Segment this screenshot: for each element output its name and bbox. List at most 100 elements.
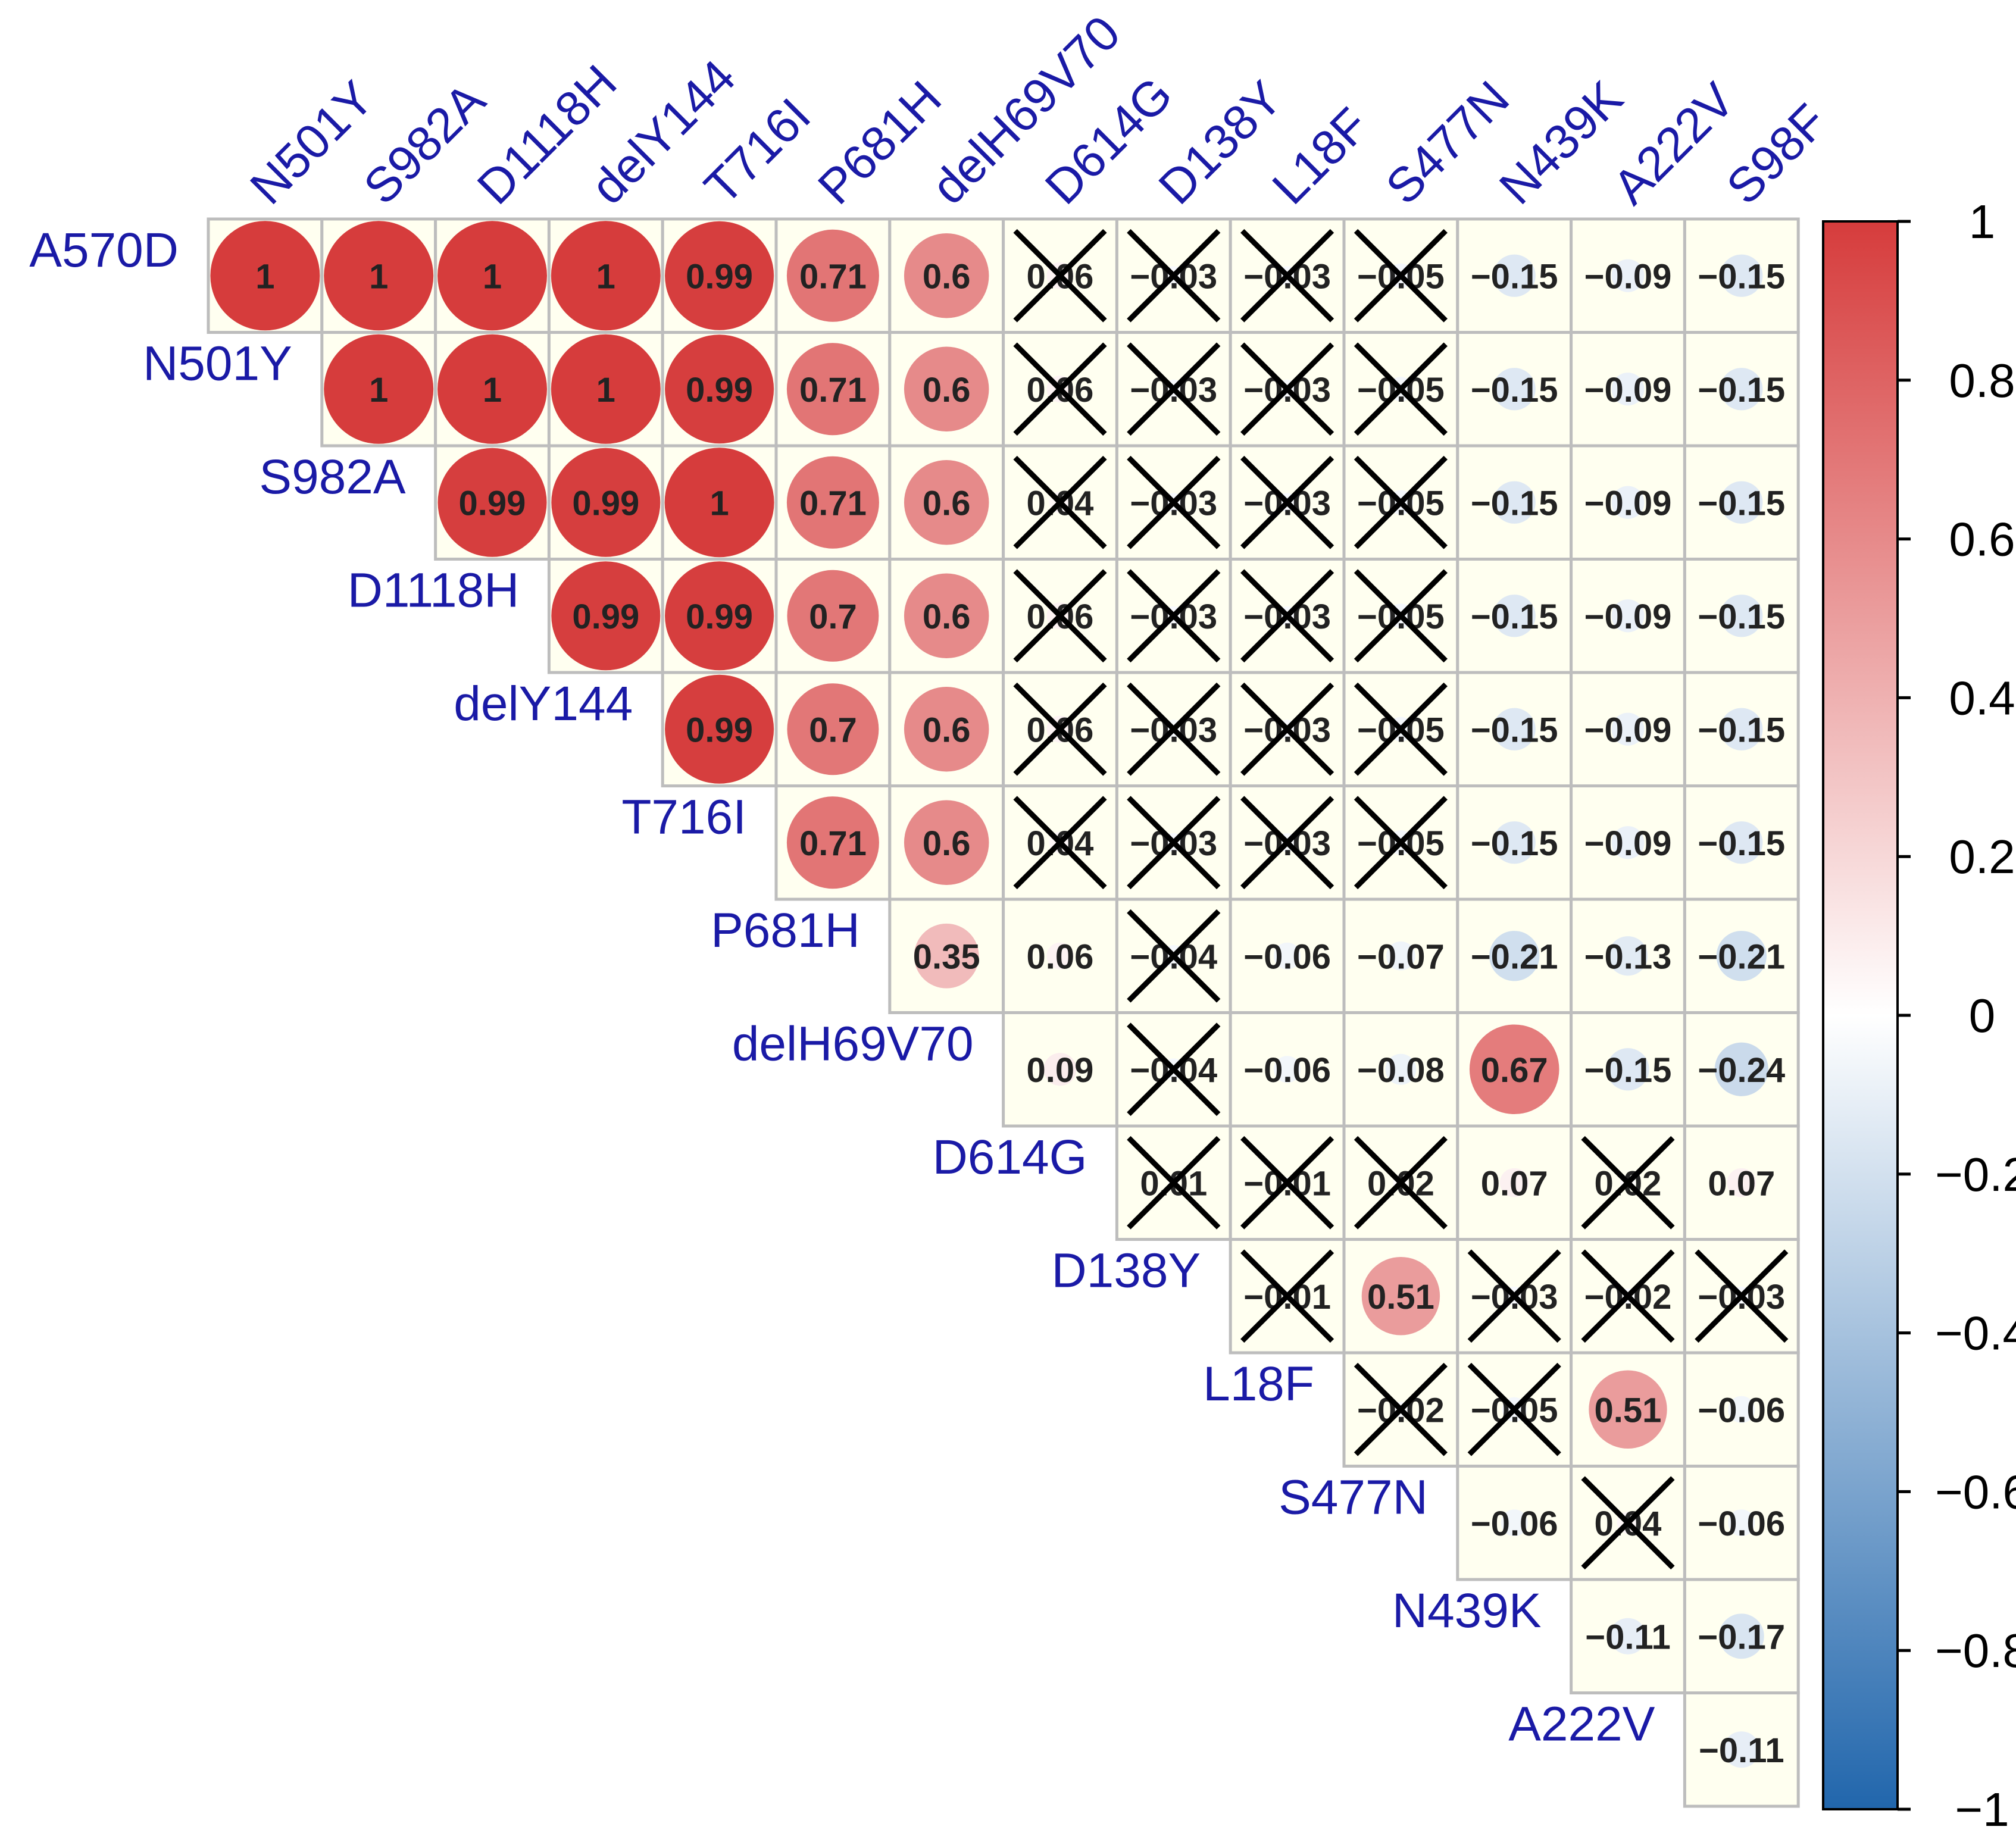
cell-value-label: −0.15 <box>1698 824 1785 863</box>
cell-delh69v70-n439k: 0.67 <box>1456 1011 1573 1128</box>
cell-s982a-s98f: −0.15 <box>1683 444 1800 561</box>
correlation-circle <box>1609 1618 1646 1655</box>
cell-delh69v70-s477n: −0.08 <box>1342 1011 1459 1128</box>
cell-delh69v70-s98f: −0.24 <box>1683 1011 1800 1128</box>
correlation-circle <box>904 459 989 545</box>
correlation-circle <box>786 456 879 549</box>
cell-value-label: 0.07 <box>1708 1164 1775 1203</box>
cell-dely144-a222v: −0.09 <box>1570 671 1686 787</box>
cell-value-label: −0.15 <box>1471 598 1558 636</box>
cell-value-label: −0.09 <box>1584 371 1672 409</box>
correlation-circle <box>551 561 661 671</box>
column-label-s982a: S982A <box>354 73 496 215</box>
cell-d614g-s98f: 0.07 <box>1683 1124 1800 1241</box>
cell-background <box>1683 784 1800 901</box>
correlation-circle <box>786 229 879 322</box>
cell-dely144-n439k: −0.15 <box>1456 671 1573 787</box>
cell-value-label: −0.13 <box>1584 937 1672 976</box>
non-significant-cross-icon <box>1013 455 1107 549</box>
non-significant-cross-icon <box>1127 682 1221 776</box>
cell-p681h-s477n: −0.07 <box>1342 897 1459 1014</box>
non-significant-cross-icon <box>1240 1136 1334 1230</box>
non-significant-cross-icon <box>1354 796 1448 890</box>
matrix-row-n439k: −0.11 −0.17 <box>1570 1578 1800 1694</box>
matrix-row-s477n: −0.06 0.04 −0.06 <box>1456 1465 1800 1581</box>
cell-s982a-dely144: 0.99 <box>547 444 664 561</box>
correlation-circle <box>1720 368 1763 411</box>
cell-d1118h-s477n: −0.05 <box>1342 558 1459 674</box>
row-label-delh69v70: delH69V70 <box>732 1017 974 1071</box>
row-label-s477n: S477N <box>1279 1471 1428 1525</box>
cell-t716i-s98f: −0.15 <box>1683 784 1800 901</box>
correlation-circle <box>1723 1731 1760 1768</box>
correlation-circle <box>1469 1024 1559 1115</box>
cell-value-label: −0.15 <box>1584 1051 1672 1090</box>
correlation-circle <box>1714 1042 1768 1096</box>
correlation-circle <box>786 343 879 436</box>
cell-dely144-t716i: 0.99 <box>661 671 778 787</box>
correlation-circle <box>787 570 879 662</box>
correlation-circle <box>1611 259 1645 292</box>
cell-value-label: −0.24 <box>1698 1051 1785 1090</box>
cell-d614g-d138y: 0.01 <box>1115 1124 1232 1241</box>
row-label-dely144: delY144 <box>454 677 633 731</box>
non-significant-cross-icon <box>1581 1476 1675 1570</box>
cell-delh69v70-d614g: 0.09 <box>1002 1011 1118 1128</box>
cell-l18f-n439k: −0.05 <box>1456 1351 1573 1468</box>
cell-d1118h-p681h: 0.7 <box>774 558 892 674</box>
cell-dely144-d614g: 0.06 <box>1002 671 1118 787</box>
colorbar-tick-label: 1 <box>1969 195 1996 248</box>
cell-a570d-a222v: −0.09 <box>1570 217 1686 334</box>
cell-d1118h-t716i: 0.99 <box>661 558 778 674</box>
correlation-circle <box>1493 821 1536 864</box>
cell-d1118h-dely144: 0.99 <box>547 558 664 674</box>
cell-value-label: −0.15 <box>1471 711 1558 749</box>
cell-value-label: −0.15 <box>1471 484 1558 523</box>
cell-value-label: 0.6 <box>923 484 971 523</box>
correlation-circle <box>551 334 661 444</box>
cell-value-label: −0.08 <box>1357 1051 1445 1090</box>
colorbar-tick-label: −0.4 <box>1935 1307 2016 1360</box>
correlation-circle <box>1720 481 1763 524</box>
cell-value-label: −0.06 <box>1243 937 1331 976</box>
cell-value-label: 0.51 <box>1595 1391 1662 1430</box>
non-significant-cross-icon <box>1354 1136 1448 1230</box>
correlation-circle <box>664 448 774 558</box>
row-labels: A570D N501Y S982A D1118H delY144 T716I P681H de… <box>29 223 1655 1752</box>
non-significant-cross-icon <box>1354 455 1448 549</box>
cell-dely144-d138y: −0.03 <box>1115 671 1232 787</box>
correlation-circle <box>1716 931 1767 981</box>
column-label-s477n: S477N <box>1376 71 1520 215</box>
cell-value-label: 0.67 <box>1481 1051 1548 1090</box>
correlation-circle <box>1043 1053 1077 1086</box>
cell-value-label: 0.6 <box>923 371 971 409</box>
cell-s477n-n439k: −0.06 <box>1456 1465 1573 1581</box>
cell-d614g-s477n: 0.02 <box>1342 1124 1459 1241</box>
matrix-row-l18f: −0.02−0.05 0.51 −0.06 <box>1342 1351 1800 1468</box>
cell-t716i-a222v: −0.09 <box>1570 784 1686 901</box>
cell-d1118h-d138y: −0.03 <box>1115 558 1232 674</box>
cell-value-label: 0.07 <box>1481 1164 1548 1203</box>
non-significant-cross-icon <box>1467 1249 1561 1343</box>
cell-l18f-s477n: −0.02 <box>1342 1351 1459 1468</box>
cell-d1118h-delh69v70: 0.6 <box>888 558 1005 674</box>
cell-value-label: 1 <box>369 257 388 296</box>
colorbar-tick-label: 0.8 <box>1949 354 2015 407</box>
correlation-circle <box>210 221 320 331</box>
non-significant-cross-icon <box>1240 1249 1334 1343</box>
correlation-circle <box>1589 1370 1667 1449</box>
cell-n501y-p681h: 0.71 <box>774 331 892 448</box>
non-significant-cross-icon <box>1127 1022 1221 1116</box>
correlation-circle <box>1493 368 1536 411</box>
colorbar-tick-label: −0.8 <box>1935 1624 2016 1677</box>
cell-s982a-p681h: 0.71 <box>774 444 892 561</box>
cell-d1118h-n439k: −0.15 <box>1456 558 1573 674</box>
cell-p681h-s98f: −0.21 <box>1683 897 1800 1014</box>
cell-value-label: 1 <box>369 371 388 409</box>
cell-dely144-p681h: 0.7 <box>774 671 892 787</box>
cell-value-label: 0.6 <box>923 711 971 749</box>
row-label-l18f: L18F <box>1203 1357 1314 1411</box>
cell-value-label: 0.6 <box>923 257 971 296</box>
cell-s982a-a222v: −0.09 <box>1570 444 1686 561</box>
